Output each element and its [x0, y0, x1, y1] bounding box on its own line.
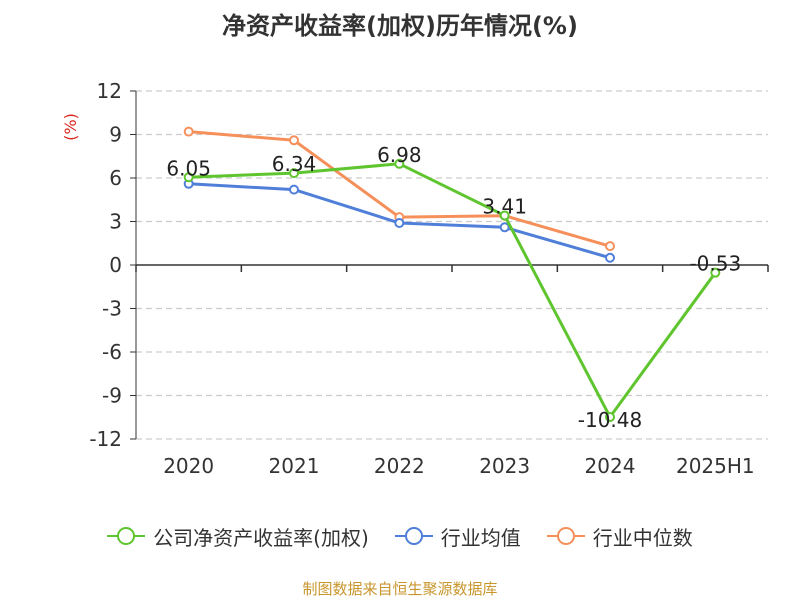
y-tick-label-1: 9: [109, 123, 122, 147]
data-label-2: 6.98: [377, 143, 422, 167]
legend-item-industry-average[interactable]: 行业均值: [394, 522, 521, 551]
series-1-point-1: [289, 184, 299, 195]
y-tick-label-8: -12: [89, 427, 122, 451]
y-tick-label-0: 12: [97, 79, 122, 103]
x-tick-label-3: 2023: [479, 454, 530, 478]
legend-label-industry-average: 行业均值: [440, 525, 521, 550]
legend-item-company[interactable]: 公司净资产收益率(加权): [107, 522, 369, 551]
series-2-point-1: [289, 135, 299, 146]
x-tick-label-0: 2020: [163, 454, 214, 478]
series-1-point-4: [605, 252, 615, 263]
x-tick-label-4: 2024: [585, 454, 636, 478]
data-label-4: -10.48: [578, 408, 642, 432]
series-1-point-3: [499, 222, 510, 233]
x-tick-label-1: 2021: [269, 454, 320, 478]
series-0-point-1: [289, 168, 299, 179]
series-0-point-0: [183, 172, 194, 183]
legend-label-industry-median: 行业中位数: [592, 525, 693, 550]
data-source-note: 制图数据来自恒生聚源数据库: [302, 580, 498, 598]
axis-layer: 12 9 6 3 0 -3 -6 -9 -12 2020 2021 2022 2023 2024 2025H…: [61, 79, 769, 478]
y-tick-label-2: 6: [109, 166, 122, 190]
series-2-point-0: [183, 126, 194, 137]
series-0-point-3: [499, 210, 510, 221]
legend-swatch-median-icon: [546, 526, 585, 546]
legend-item-industry-median[interactable]: 行业中位数: [546, 522, 693, 551]
x-tick-label-5: 2025H1: [676, 454, 755, 478]
legend-swatch-company-icon: [107, 526, 146, 546]
label-layer: 6.05 6.34 6.98 3.41 -10.48 -0.53: [166, 143, 741, 432]
y-axis-unit-label: (%): [61, 113, 80, 141]
series-1-point-2: [394, 217, 405, 228]
legend-swatch-average-icon: [394, 526, 433, 546]
chart-title: 净资产收益率(加权)历年情况(%): [222, 12, 578, 40]
series-layer: [183, 126, 721, 422]
y-tick-label-6: -6: [102, 340, 122, 364]
x-tick-label-2: 2022: [374, 454, 425, 478]
data-label-3: 3.41: [482, 195, 527, 219]
series-0-point-5: [710, 267, 721, 278]
y-tick-label-3: 3: [109, 210, 122, 234]
series-0-point-4: [605, 411, 615, 422]
series-line-0: [188, 162, 717, 419]
y-tick-label-5: -3: [102, 297, 122, 321]
series-2-point-4: [605, 241, 615, 252]
data-label-5: -0.53: [689, 252, 741, 276]
data-label-1: 6.34: [272, 152, 317, 176]
legend-label-company: 公司净资产收益率(加权): [153, 525, 369, 550]
data-label-0: 6.05: [166, 156, 211, 180]
series-0-point-2: [394, 158, 405, 169]
legend: 公司净资产收益率(加权) 行业均值 行业中位数: [0, 518, 800, 554]
y-tick-label-7: -9: [102, 384, 122, 408]
y-tick-label-4: 0: [109, 253, 122, 277]
